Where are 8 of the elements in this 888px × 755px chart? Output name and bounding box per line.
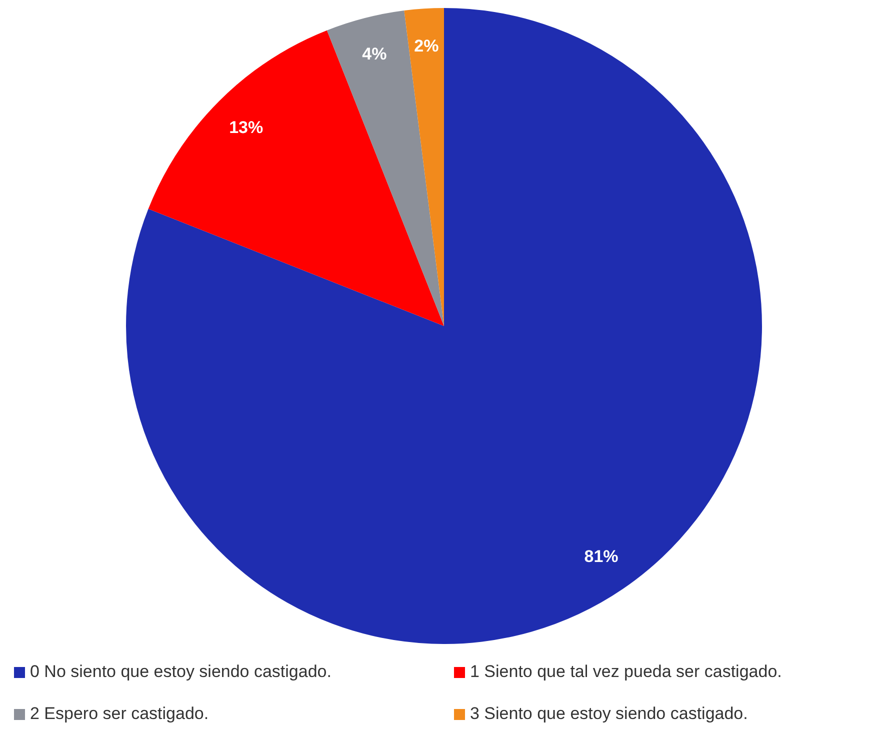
legend-label: 1 Siento que tal vez pueda ser castigado. [470,662,782,682]
data-label: 81% [584,547,618,566]
data-label: 13% [229,118,264,137]
legend-label: 2 Espero ser castigado. [30,704,209,724]
data-label: 2% [414,36,439,56]
legend-label: 3 Siento que estoy siendo castigado. [470,704,748,724]
data-label: 4% [362,44,387,64]
legend-label: 0 No siento que estoy siendo castigado. [30,662,332,682]
